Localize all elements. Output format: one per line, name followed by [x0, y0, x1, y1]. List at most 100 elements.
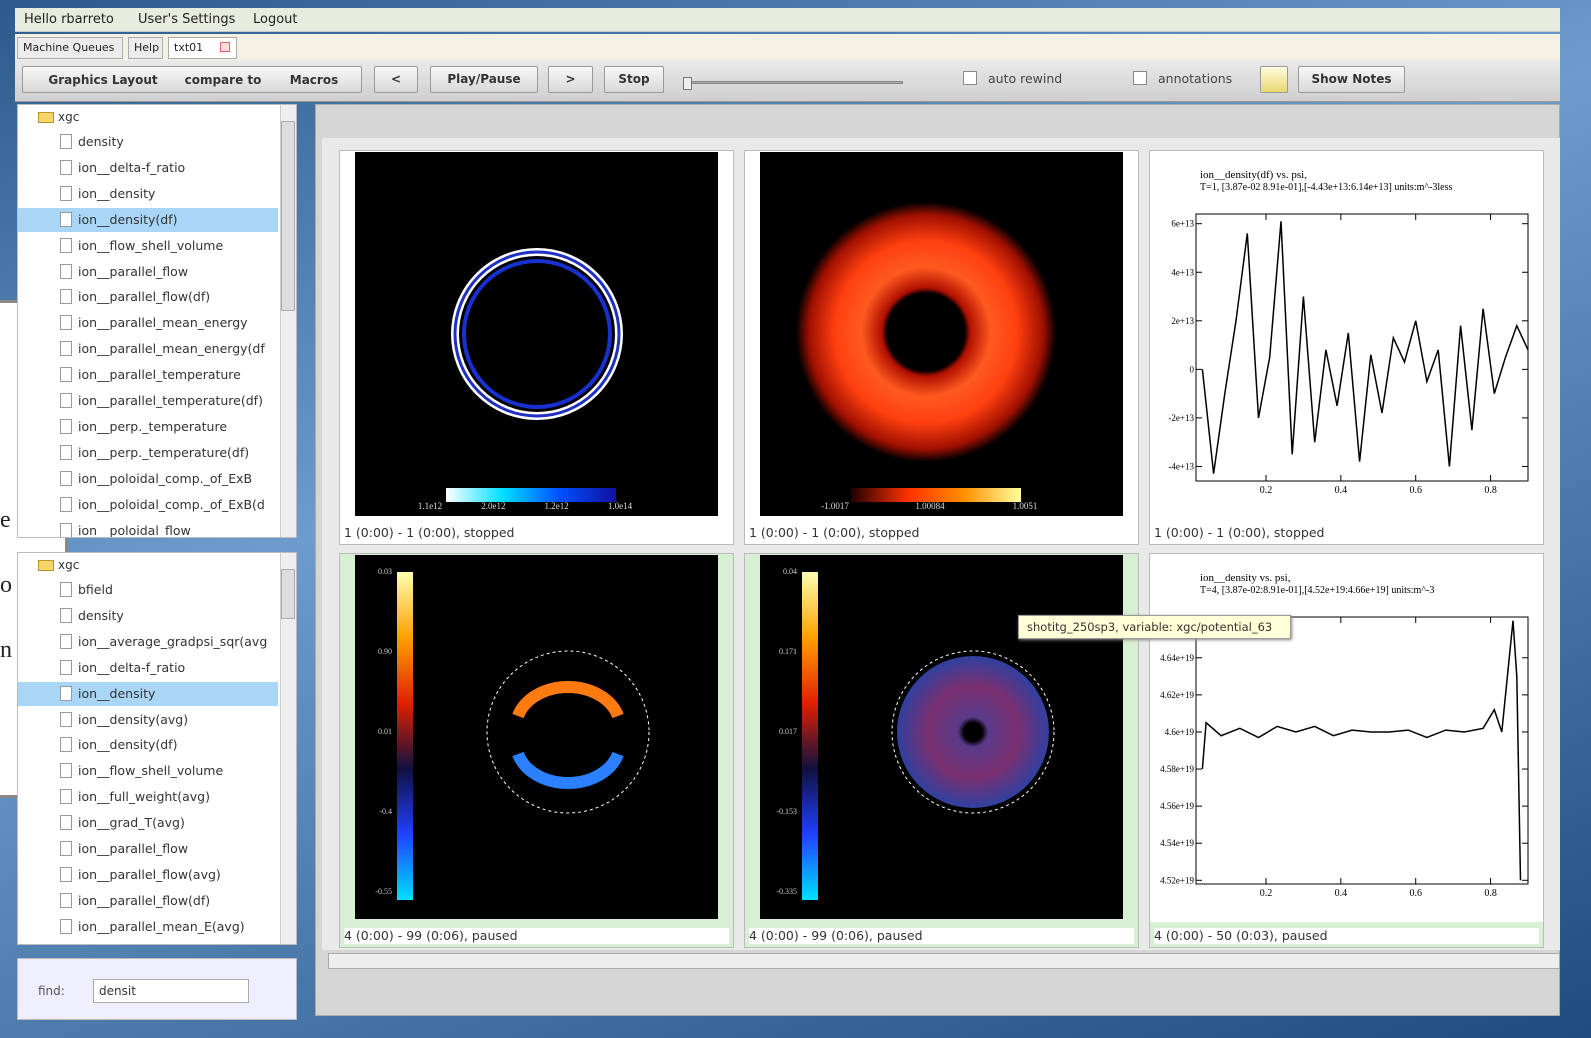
file-icon [60, 445, 72, 460]
tree-item[interactable]: ion__density(avg) [18, 708, 278, 732]
checkbox-label[interactable]: annotations [1158, 71, 1232, 87]
tree-root[interactable]: xgc [58, 557, 79, 573]
tab-close[interactable] [220, 42, 230, 52]
plot-panel[interactable]: 1 (0:00) - 1 (0:00), stopped -1.0017 1.000… [744, 150, 1139, 545]
menu-item[interactable]: User's Settings [138, 12, 235, 28]
player-button[interactable]: Stop [604, 66, 664, 93]
colorbar-label: 1.0051 [1013, 501, 1038, 511]
x-tick-label: 0.8 [1484, 485, 1497, 496]
file-icon [60, 160, 72, 175]
tree-item[interactable]: ion__parallel_flow(avg) [18, 863, 278, 887]
y-tick-label: 4e+13 [1171, 267, 1194, 277]
annotate-button[interactable] [1260, 66, 1288, 93]
tab[interactable]: Help [128, 37, 163, 59]
tree-item[interactable]: ion__parallel_mean_energy [18, 311, 278, 335]
player-button[interactable]: < [374, 66, 418, 93]
file-icon [60, 367, 72, 382]
tree-item[interactable]: ion__parallel_flow [18, 837, 278, 861]
tree-item[interactable]: ion__flow_shell_volume [18, 234, 278, 258]
checkbox[interactable] [1133, 71, 1147, 85]
slider-thumb[interactable] [683, 77, 692, 90]
tree-item-label: density [78, 608, 124, 624]
slider-track[interactable] [683, 81, 903, 84]
tree-item[interactable]: density [18, 130, 278, 154]
file-icon [60, 686, 72, 701]
y-tick-label: 4.56e+19 [1160, 801, 1194, 811]
find-input[interactable]: densit [93, 979, 249, 1003]
tree-item[interactable]: ion__poloidal_flow [18, 519, 278, 539]
h-scrollbar[interactable] [328, 953, 1560, 969]
checkbox[interactable] [963, 71, 977, 85]
file-icon [60, 893, 72, 908]
tree-item[interactable]: ion__delta-f_ratio [18, 156, 278, 180]
file-icon [60, 608, 72, 623]
colorbar-label: 1.00084 [915, 501, 945, 511]
tree-item[interactable]: ion__full_weight(avg) [18, 785, 278, 809]
tree-item[interactable]: ion__parallel_mean_E(avg) [18, 915, 278, 939]
tree-item[interactable]: ion__perp._temperature(df) [18, 441, 278, 465]
tree-item-selected[interactable]: ion__density [18, 682, 278, 706]
tree-item[interactable]: ion__poloidal_comp._of_ExB(d [18, 493, 278, 517]
tree-item-label: ion__parallel_flow [78, 841, 188, 857]
tree-item-label: ion__density(avg) [78, 712, 188, 728]
checkbox-label[interactable]: auto rewind [988, 71, 1062, 87]
y-tick-label: 6e+13 [1171, 219, 1194, 229]
colorbar-label: -1.0017 [821, 501, 849, 511]
panel-image: ion__density vs. psi,T=4, [3.87e-02:8.91… [1150, 554, 1543, 922]
tab[interactable]: Machine Queues [17, 37, 123, 59]
tree-panel: xgc density ion__delta-f_ratio ion__density… [17, 104, 297, 538]
tree-item-label: ion__delta-f_ratio [78, 160, 185, 176]
tree-item-selected[interactable]: ion__density(df) [18, 208, 278, 232]
tree-item[interactable]: ion__parallel_temperature [18, 363, 278, 387]
player-button[interactable]: Play/Pause [430, 66, 538, 93]
tree-item[interactable]: ion__parallel_flow(df) [18, 285, 278, 309]
tree-root[interactable]: xgc [58, 109, 79, 125]
panel-status: 4 (0:00) - 99 (0:06), paused [344, 928, 729, 944]
tree-item[interactable]: ion__perp._temperature [18, 415, 278, 439]
file-icon [60, 660, 72, 675]
tree-item[interactable]: ion__density(df) [18, 733, 278, 757]
tree-item[interactable]: density [18, 604, 278, 628]
tree-item-label: ion__density(df) [78, 737, 177, 753]
tree-item[interactable]: ion__parallel_mean_energy(df [18, 337, 278, 361]
file-icon [60, 134, 72, 149]
tab-bar [15, 34, 1560, 60]
file-icon [60, 238, 72, 253]
plot-background [1150, 151, 1543, 519]
panel-image: -1.0017 1.00084 1.0051 [745, 151, 1138, 519]
tree-item[interactable]: bfield [18, 578, 278, 602]
backdrop-text: o [0, 573, 12, 597]
x-tick-label: 0.8 [1484, 888, 1497, 899]
tree-item-label: ion__density [78, 686, 155, 702]
tree-item-label: ion__parallel_flow(df) [78, 893, 210, 909]
toolbar-button[interactable]: Macros [254, 72, 374, 88]
menu-item[interactable]: Hello rbarreto [24, 12, 114, 28]
tree-item[interactable]: ion__poloidal_comp._of_ExB [18, 467, 278, 491]
file-icon [60, 393, 72, 408]
player-button[interactable]: > [548, 66, 593, 93]
toolbar-button[interactable]: Graphics Layout [43, 72, 163, 88]
tree-item[interactable]: ion__parallel_temperature(df) [18, 389, 278, 413]
tree-item[interactable]: ion__delta-f_ratio [18, 656, 278, 680]
tree-item[interactable]: ion__grad_T(avg) [18, 811, 278, 835]
scroll-thumb[interactable] [281, 569, 295, 619]
tree-item[interactable]: ion__average_gradpsi_sqr(avg [18, 630, 278, 654]
colorbar-label: 0.017 [779, 727, 797, 736]
notes-button[interactable]: Show Notes [1298, 66, 1405, 93]
tree-item-label: ion__parallel_flow [78, 264, 188, 280]
scroll-thumb[interactable] [281, 121, 295, 311]
menu-item[interactable]: Logout [253, 12, 298, 28]
y-tick-label: 4.62e+19 [1160, 690, 1194, 700]
tree-item[interactable]: ion__density [18, 182, 278, 206]
tree-item[interactable]: ion__parallel_flow(df) [18, 889, 278, 913]
panel-status: 1 (0:00) - 1 (0:00), stopped [1154, 525, 1539, 541]
panel-status: 1 (0:00) - 1 (0:00), stopped [749, 525, 1134, 541]
file-icon [60, 471, 72, 486]
tree-item[interactable]: ion__flow_shell_volume [18, 759, 278, 783]
tree-item[interactable]: ion__parallel_flow [18, 260, 278, 284]
